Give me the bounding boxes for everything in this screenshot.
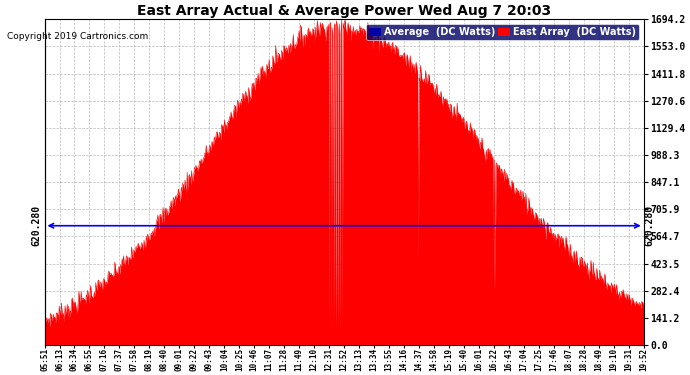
- Title: East Array Actual & Average Power Wed Aug 7 20:03: East Array Actual & Average Power Wed Au…: [137, 4, 551, 18]
- Text: 620.280: 620.280: [644, 205, 654, 246]
- Legend: Average  (DC Watts), East Array  (DC Watts): Average (DC Watts), East Array (DC Watts…: [366, 24, 639, 40]
- Text: Copyright 2019 Cartronics.com: Copyright 2019 Cartronics.com: [7, 32, 148, 41]
